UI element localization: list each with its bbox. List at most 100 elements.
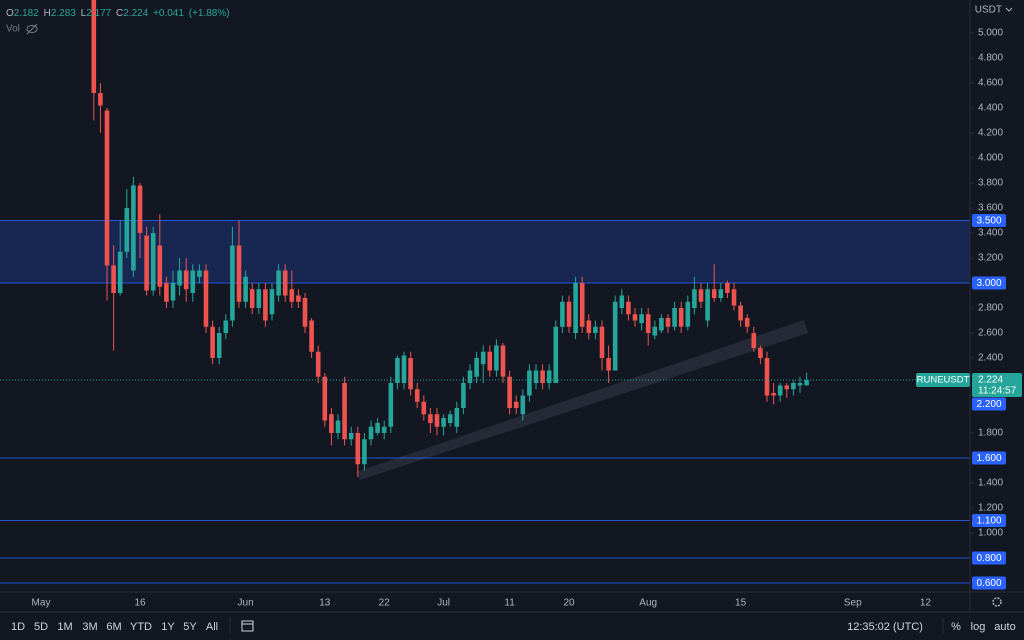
candle-body <box>441 418 446 427</box>
candle-body <box>117 251 123 293</box>
candle-body <box>494 345 499 371</box>
candle-body <box>421 401 427 415</box>
legend-value: 2.283 <box>51 8 76 19</box>
candle-body <box>652 326 658 336</box>
range-button[interactable]: 1M <box>57 621 72 633</box>
x-tick-label: 16 <box>134 598 146 609</box>
candle-body <box>546 370 552 383</box>
candle-body <box>665 318 671 327</box>
date-range-icon[interactable] <box>241 620 254 632</box>
y-tick-label: 4.800 <box>978 53 1003 64</box>
x-tick-label: 15 <box>735 598 747 609</box>
legend-value: 2.182 <box>14 8 39 19</box>
range-button[interactable]: 3M <box>82 621 97 633</box>
legend-change: +0.041 <box>153 8 184 19</box>
candle-body <box>659 318 664 331</box>
symbol-label-bg <box>916 373 970 387</box>
currency-caret <box>1005 7 1013 12</box>
range-button[interactable]: 1D <box>11 621 25 633</box>
candle-body <box>362 439 367 465</box>
y-tick-label: 4.600 <box>978 78 1003 89</box>
candle-body <box>342 383 347 440</box>
range-button[interactable]: 1Y <box>161 621 175 633</box>
candle-body <box>540 370 545 383</box>
candle-body <box>414 389 420 402</box>
level-label-bg <box>972 276 1006 290</box>
level-label: 1.600 <box>976 453 1001 464</box>
candle-body <box>210 326 215 358</box>
candle-body <box>612 301 618 371</box>
level-label: 3.000 <box>976 278 1001 289</box>
y-tick-label: 3.400 <box>978 228 1003 239</box>
candle-body <box>573 283 578 333</box>
candle-body <box>533 370 539 383</box>
eye-icon[interactable] <box>26 23 38 35</box>
candle-body <box>302 298 308 327</box>
candle-body <box>467 370 473 383</box>
currency[interactable]: USDT <box>975 5 1002 16</box>
candle-body <box>632 314 638 321</box>
candle-body <box>170 283 176 301</box>
candle-body <box>296 295 301 302</box>
y-tick-label: 3.800 <box>978 178 1003 189</box>
level-label: 0.800 <box>976 553 1001 564</box>
candle-body <box>289 289 295 302</box>
candle-body <box>428 414 433 423</box>
legend-label: L <box>81 8 87 19</box>
candle-body <box>711 289 717 298</box>
candle-body <box>698 289 704 302</box>
symbol-label: RUNEUSDT <box>917 375 970 386</box>
percent-toggle[interactable]: % <box>951 621 961 633</box>
candle-body <box>276 270 281 296</box>
candle-body <box>355 433 361 465</box>
range-button[interactable]: All <box>206 621 218 633</box>
settings-icon[interactable] <box>992 597 1002 607</box>
range-button[interactable]: 6M <box>106 621 121 633</box>
level-label-bg <box>972 451 1006 465</box>
y-tick-label: 1.400 <box>978 478 1003 489</box>
range-button[interactable]: 5Y <box>183 621 197 633</box>
candle-body <box>619 295 625 308</box>
candle-body <box>368 426 374 440</box>
candle-body <box>137 185 143 233</box>
legend-value: 2.177 <box>86 8 111 19</box>
candle-body <box>203 270 209 327</box>
range-button[interactable]: 5D <box>34 621 48 633</box>
candle-body <box>599 326 605 358</box>
clock: 12:35:02 (UTC) <box>847 621 923 633</box>
candle-body <box>513 401 519 408</box>
candle-body <box>381 426 387 433</box>
candle-body <box>692 289 697 308</box>
x-tick-label: May <box>32 598 51 609</box>
ohlc-legend: O2.182 H2.283 L2.177 C2.224 +0.041 (+1.8… <box>6 8 230 19</box>
candle-body <box>243 276 248 302</box>
auto-toggle[interactable]: auto <box>994 621 1015 633</box>
candle-body <box>474 358 479 377</box>
candle-body <box>131 185 136 271</box>
legend-change-pct: (+1.88%) <box>189 8 230 19</box>
candle-body <box>434 414 440 427</box>
candle-body <box>705 289 710 321</box>
candle-body <box>150 233 156 291</box>
range-button[interactable]: YTD <box>130 621 152 633</box>
candle-body <box>164 283 169 302</box>
candle-body <box>553 326 559 383</box>
candle-body <box>771 393 776 396</box>
candle-body <box>157 245 163 287</box>
y-tick-label: 1.200 <box>978 503 1003 514</box>
x-tick-label: 12 <box>920 598 932 609</box>
y-tick-label: 3.600 <box>978 203 1003 214</box>
candle-body <box>461 383 466 408</box>
candle-body <box>329 414 334 433</box>
candle-body <box>804 380 809 386</box>
y-tick-label: 4.200 <box>978 128 1003 139</box>
volume-label[interactable]: Vol <box>6 24 20 35</box>
level-label: 0.600 <box>976 578 1001 589</box>
price-label-bg <box>972 373 1022 397</box>
level-label: 3.500 <box>976 216 1001 227</box>
candle-body <box>111 265 116 293</box>
candle-body <box>626 301 631 315</box>
log-toggle[interactable]: log <box>971 621 986 633</box>
candle-body <box>678 308 684 327</box>
